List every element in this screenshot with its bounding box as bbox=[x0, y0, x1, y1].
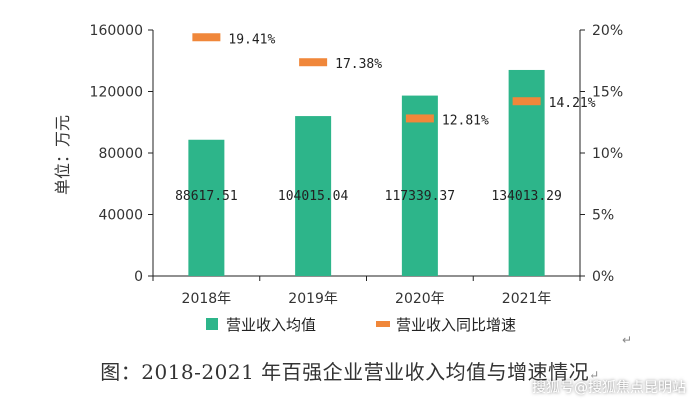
growth-marker bbox=[512, 97, 541, 106]
y-axis-left: 0 40000 80000 120000 160000 bbox=[90, 23, 154, 285]
legend-label-marker: 营业收入同比增速 bbox=[396, 316, 516, 334]
bar-data-label: 134013.29 bbox=[491, 189, 561, 204]
paragraph-mark: ↵ bbox=[622, 333, 632, 347]
growth-marker bbox=[192, 33, 221, 42]
legend: 营业收入均值 营业收入同比增速 bbox=[206, 316, 516, 334]
bar bbox=[188, 139, 225, 276]
chart: 0 40000 80000 120000 160000 0% 5% 10% 15% 20% 20… bbox=[53, 23, 632, 347]
watermark: 搜狐号@搜狐焦点昆明站 bbox=[532, 380, 686, 396]
x-axis: 2018年 2019年 2020年 2021年 bbox=[152, 275, 581, 307]
y-tick-label-right: 15% bbox=[592, 85, 623, 101]
y-tick-label-left: 120000 bbox=[90, 85, 143, 101]
bar-data-label: 88617.51 bbox=[175, 189, 238, 204]
y-tick-label-right: 20% bbox=[592, 23, 623, 39]
caption-text: 图：2018-2021 年百强企业营业收入均值与增速情况 bbox=[100, 360, 590, 384]
caption-mark: ↵ bbox=[589, 368, 600, 382]
y-tick-label-left: 40000 bbox=[98, 208, 143, 224]
growth-marker bbox=[299, 58, 328, 67]
y-axis-title: 单位：万元 bbox=[53, 115, 72, 195]
legend-label-bar: 营业收入均值 bbox=[226, 316, 316, 334]
x-tick-label: 2019年 bbox=[288, 291, 338, 307]
bar-series: 88617.51 104015.04 117339.37 134013.29 bbox=[175, 69, 562, 277]
y-tick-label-right: 0% bbox=[592, 269, 614, 285]
y-tick-label-left: 160000 bbox=[90, 23, 143, 39]
bar-data-label: 117339.37 bbox=[385, 189, 455, 204]
bar bbox=[401, 95, 438, 276]
growth-data-label: 12.81% bbox=[442, 113, 489, 128]
growth-data-label: 19.41% bbox=[228, 32, 275, 47]
x-tick-label: 2018年 bbox=[182, 291, 232, 307]
x-tick-label: 2021年 bbox=[502, 291, 552, 307]
y-tick-label-left: 0 bbox=[134, 269, 143, 285]
y-axis-right: 0% 5% 10% 15% 20% bbox=[579, 23, 623, 285]
growth-data-label: 14.21% bbox=[549, 96, 596, 111]
growth-series: 19.41% 17.38% 12.81% 14.21% bbox=[192, 32, 596, 128]
y-tick-label-right: 10% bbox=[592, 146, 623, 162]
x-tick-label: 2020年 bbox=[395, 291, 445, 307]
bar-data-label: 104015.04 bbox=[278, 189, 349, 204]
y-tick-label-left: 80000 bbox=[98, 146, 143, 162]
y-tick-label-right: 5% bbox=[592, 208, 614, 224]
growth-data-label: 17.38% bbox=[335, 57, 382, 72]
legend-swatch-marker bbox=[376, 321, 390, 327]
growth-marker bbox=[405, 114, 434, 123]
legend-swatch-bar bbox=[206, 318, 218, 330]
figure-caption: 图：2018-2021 年百强企业营业收入均值与增速情况↵ bbox=[0, 356, 700, 385]
bar bbox=[295, 116, 332, 276]
